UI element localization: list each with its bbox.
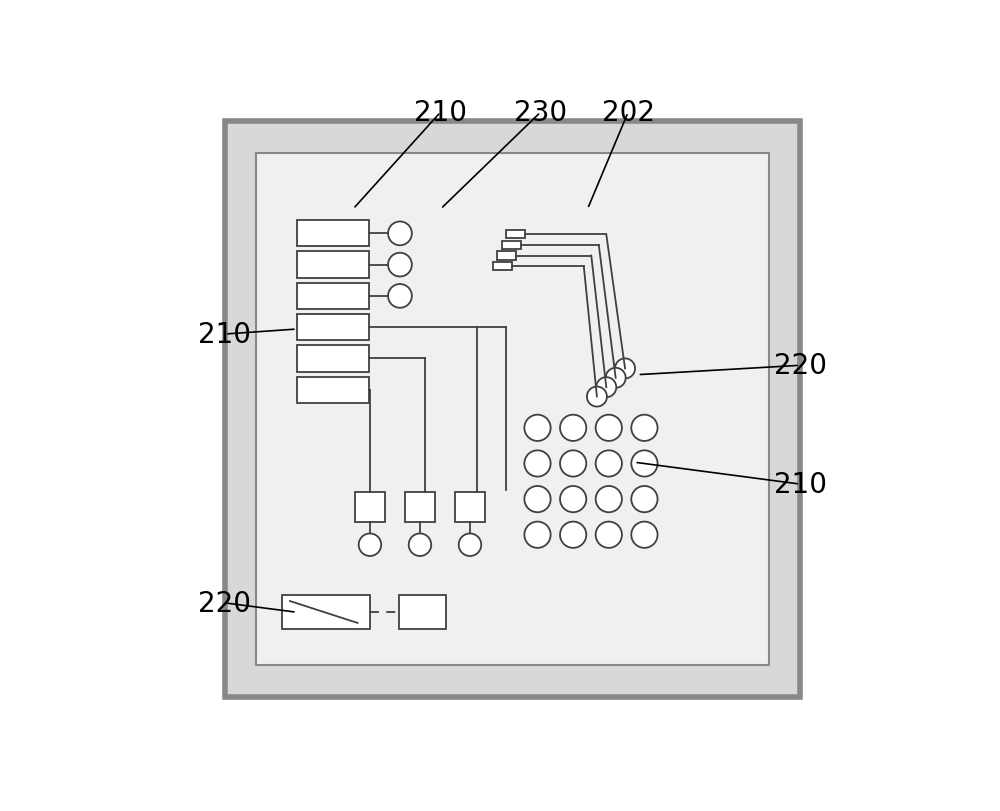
Bar	[399, 595, 446, 629]
Circle shape	[388, 222, 412, 246]
Circle shape	[524, 522, 551, 548]
Bar	[497, 252, 516, 260]
Text: 202: 202	[602, 99, 655, 127]
Bar	[405, 492, 435, 522]
Circle shape	[388, 253, 412, 277]
Text: 210: 210	[414, 99, 467, 127]
Bar	[297, 345, 369, 372]
Circle shape	[615, 359, 635, 379]
Circle shape	[631, 451, 658, 477]
Circle shape	[388, 285, 412, 308]
Bar	[256, 153, 769, 666]
Bar	[355, 492, 385, 522]
Circle shape	[587, 387, 607, 407]
Bar	[455, 492, 485, 522]
Circle shape	[560, 415, 586, 441]
Circle shape	[560, 487, 586, 513]
Text: 230: 230	[514, 99, 567, 127]
Circle shape	[596, 415, 622, 441]
Circle shape	[524, 487, 551, 513]
Circle shape	[524, 415, 551, 441]
Circle shape	[631, 487, 658, 513]
Circle shape	[409, 534, 431, 556]
Circle shape	[631, 415, 658, 441]
Bar	[297, 315, 369, 341]
Circle shape	[459, 534, 481, 556]
Bar	[493, 263, 512, 271]
Circle shape	[359, 534, 381, 556]
Bar	[282, 595, 370, 629]
Bar	[297, 221, 369, 247]
Circle shape	[596, 487, 622, 513]
Circle shape	[596, 378, 616, 397]
Bar	[297, 252, 369, 278]
Circle shape	[596, 451, 622, 477]
Circle shape	[631, 522, 658, 548]
Circle shape	[560, 522, 586, 548]
Circle shape	[596, 522, 622, 548]
Circle shape	[524, 451, 551, 477]
Bar	[506, 231, 525, 239]
Bar	[502, 242, 521, 250]
Bar	[297, 283, 369, 310]
Bar	[297, 377, 369, 403]
Text: 210: 210	[774, 470, 827, 499]
Text: 220: 220	[198, 589, 251, 617]
Circle shape	[606, 368, 626, 388]
Text: 220: 220	[774, 352, 827, 380]
Text: 210: 210	[198, 320, 251, 349]
Circle shape	[560, 451, 586, 477]
